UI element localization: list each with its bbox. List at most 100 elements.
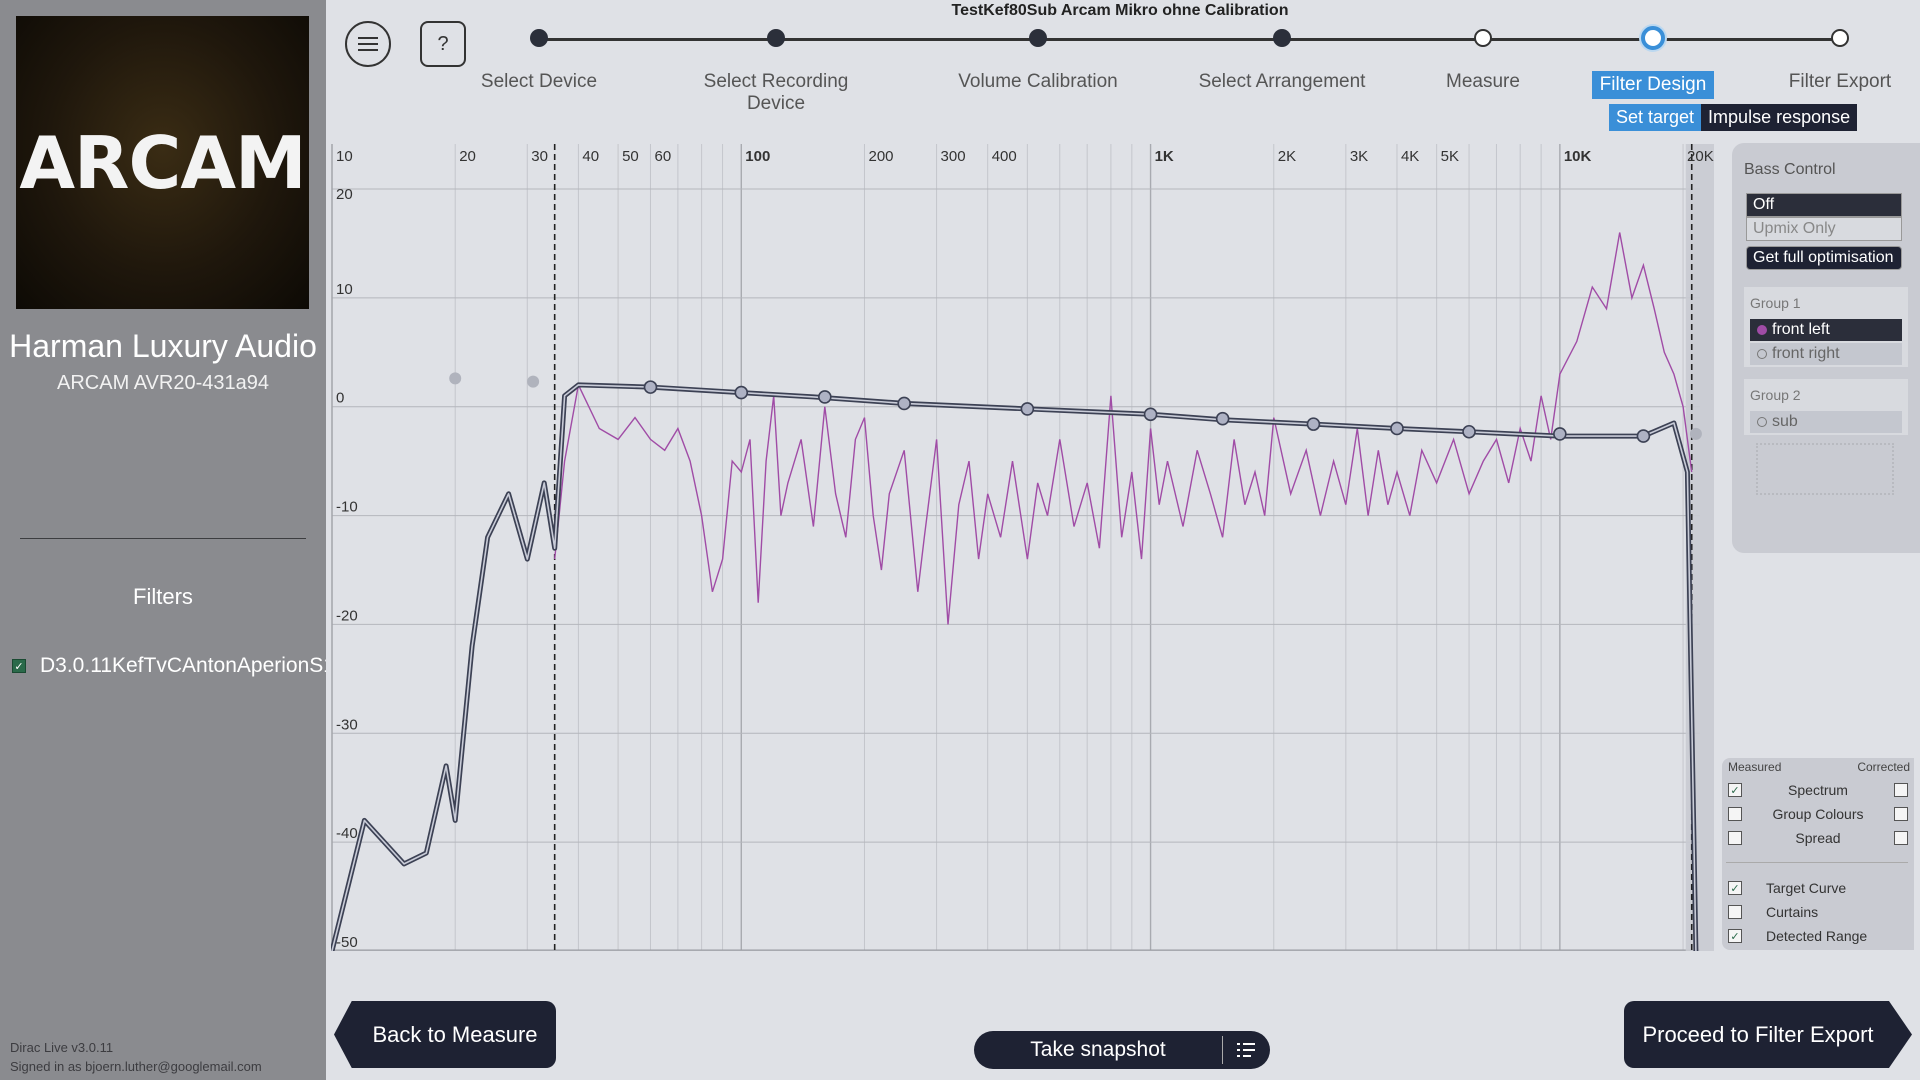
step-label: Filter Design (1591, 71, 1715, 99)
y-tick-label: -50 (336, 934, 358, 951)
step-label: Measure (1446, 71, 1520, 92)
x-tick-label: 2K (1278, 148, 1296, 165)
x-tick-label: 3K (1350, 148, 1368, 165)
target-control-point (1689, 427, 1702, 440)
x-tick-label: 10K (1564, 148, 1592, 165)
group-colours-measured-checkbox[interactable] (1728, 807, 1742, 821)
target-control-point (734, 385, 749, 400)
detected-range-row: ✓ Detected Range (1722, 924, 1914, 948)
channel-sub[interactable]: sub (1750, 411, 1902, 433)
project-title: TestKef80Sub Arcam Mikro ohne Calibratio… (951, 2, 1289, 19)
step-volume-calibration[interactable]: Volume Calibration (928, 28, 1148, 96)
help-button[interactable]: ? (420, 21, 466, 67)
step-dot (1474, 29, 1492, 47)
bass-control-panel: Bass Control Off Upmix Only Get full opt… (1732, 143, 1920, 553)
group-colours-label: Group Colours (1772, 806, 1864, 822)
y-tick-label: -10 (336, 499, 358, 516)
frequency-response-chart[interactable]: 10 20 30 40 50 60 100 200 300 400 1K 2K 3K 4K 5K 10K 20K… (329, 144, 1721, 952)
channel-label: sub (1772, 413, 1798, 430)
channel-front-right[interactable]: front right (1750, 343, 1902, 365)
group-colours-corrected-checkbox[interactable] (1894, 807, 1908, 821)
step-label: Select Arrangement (1198, 71, 1366, 92)
tab-impulse-response[interactable]: Impulse response (1701, 104, 1858, 131)
step-measure[interactable]: Measure (1373, 28, 1593, 96)
step-label: Select Device (480, 71, 598, 92)
target-control-point (449, 372, 462, 385)
x-tick-label: 300 (941, 148, 966, 165)
target-control-point (527, 375, 540, 388)
device-model: ARCAM AVR20-431a94 (57, 372, 269, 394)
target-control-point (1143, 407, 1158, 422)
detected-range-checkbox[interactable]: ✓ (1728, 929, 1742, 943)
filter-checkbox[interactable]: ✓ (12, 659, 26, 673)
spread-label: Spread (1795, 830, 1841, 846)
bass-option-off[interactable]: Off (1746, 193, 1902, 217)
step-label: Volume Calibration (958, 71, 1118, 92)
target-control-point (1462, 424, 1476, 439)
channel-radio-icon (1757, 349, 1767, 359)
step-label: Filter Export (1788, 71, 1892, 92)
sidebar-divider (20, 538, 306, 539)
y-tick-label: -30 (336, 716, 358, 733)
x-tick-label: 10 (336, 148, 353, 165)
step-dot-active (1641, 26, 1665, 50)
group-title: Group 2 (1750, 387, 1801, 403)
channel-label: front left (1772, 321, 1830, 338)
step-dot (1029, 29, 1047, 47)
x-tick-label: 200 (868, 148, 893, 165)
step-select-device[interactable]: Select Device (429, 28, 649, 96)
x-tick-label: 4K (1401, 148, 1419, 165)
sidebar: ARCAM Harman Luxury Audio ARCAM AVR20-43… (0, 0, 326, 1080)
step-filter-design[interactable]: Filter Design (1543, 26, 1763, 99)
x-tick-label: 50 (622, 148, 639, 165)
proceed-to-filter-export-button[interactable]: Proceed to Filter Export (1624, 1001, 1912, 1068)
x-tick-label: 60 (654, 148, 671, 165)
step-select-recording-device[interactable]: Select Recording Device (666, 28, 886, 118)
channel-radio-icon (1757, 325, 1767, 335)
spread-corrected-checkbox[interactable] (1894, 831, 1908, 845)
back-to-measure-button[interactable]: Back to Measure (334, 1001, 556, 1068)
y-tick-label: -20 (336, 607, 358, 624)
target-curve-checkbox[interactable]: ✓ (1728, 881, 1742, 895)
corrected-header: Corrected (1857, 760, 1910, 774)
spectrum-series-line (554, 232, 1693, 625)
x-tick-label: 1K (1155, 148, 1174, 165)
get-full-optimisation-button[interactable]: Get full optimisation (1746, 246, 1902, 270)
filter-item[interactable]: ✓ D3.0.11KefTvCAntonAperionS1 (12, 654, 326, 678)
snapshot-list-button[interactable] (1223, 1041, 1269, 1059)
spectrum-measured-checkbox[interactable]: ✓ (1728, 783, 1742, 797)
y-tick-label: 10 (336, 281, 353, 298)
step-select-arrangement[interactable]: Select Arrangement (1172, 28, 1392, 96)
bass-control-title: Bass Control (1744, 161, 1836, 178)
target-curve-label: Target Curve (1766, 880, 1847, 896)
group-drop-zone[interactable] (1756, 443, 1894, 495)
take-snapshot-label: Take snapshot (1030, 1038, 1166, 1061)
curtains-checkbox[interactable] (1728, 905, 1742, 919)
target-control-point (1390, 421, 1404, 436)
x-tick-label: 400 (992, 148, 1017, 165)
take-snapshot-button[interactable]: Take snapshot (974, 1031, 1270, 1069)
bass-option-upmix-only[interactable]: Upmix Only (1746, 217, 1902, 241)
channel-front-left[interactable]: front left (1750, 319, 1902, 341)
spectrum-corrected-checkbox[interactable] (1894, 783, 1908, 797)
x-tick-label: 20 (459, 148, 476, 165)
step-dot (767, 29, 785, 47)
chart-svg[interactable]: 10 20 30 40 50 60 100 200 300 400 1K 2K 3K 4K 5K 10K 20K… (329, 144, 1721, 952)
y-tick-label: 0 (336, 390, 344, 407)
tab-set-target[interactable]: Set target (1609, 104, 1702, 131)
menu-button[interactable] (345, 21, 391, 67)
hamburger-icon (358, 37, 378, 51)
target-control-point (1636, 429, 1651, 443)
x-tick-label: 40 (582, 148, 599, 165)
display-options-panel: Measured Corrected ✓ Spectrum Group Colo… (1722, 758, 1914, 950)
target-control-point (1215, 411, 1230, 426)
group-title: Group 1 (1750, 295, 1801, 311)
step-dot (530, 29, 548, 47)
step-filter-export[interactable]: Filter Export (1730, 28, 1920, 96)
device-logo: ARCAM (16, 16, 309, 309)
x-tick-label: 5K (1441, 148, 1459, 165)
x-tick-label: 20K (1687, 148, 1714, 165)
step-dot (1831, 29, 1849, 47)
spread-measured-checkbox[interactable] (1728, 831, 1742, 845)
channel-group-1: Group 1 front left front right (1744, 287, 1908, 367)
